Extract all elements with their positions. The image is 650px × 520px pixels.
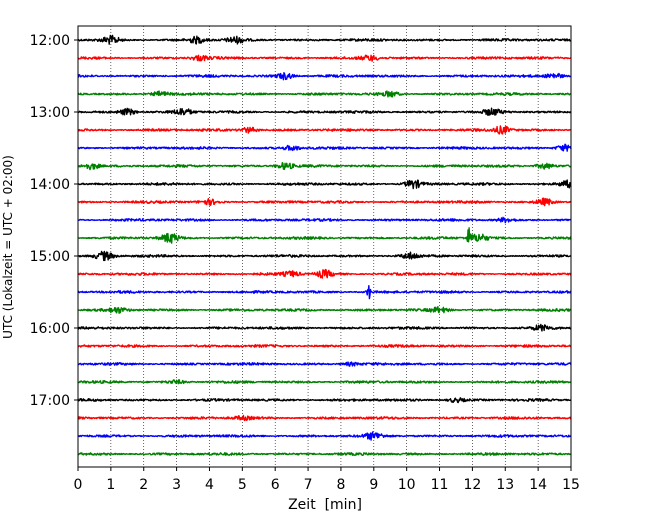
trace-line-1715 bbox=[77, 414, 572, 422]
trace-line-1445 bbox=[77, 227, 572, 244]
trace-line-1330 bbox=[77, 143, 572, 152]
trace-line-1200 bbox=[77, 34, 572, 45]
y-axis-ticks: 12:00 13:00 14:00 15:00 16:00 17:00 bbox=[30, 33, 78, 409]
trace-line-1530 bbox=[77, 285, 572, 300]
x-tick-label: 9 bbox=[369, 477, 378, 493]
x-tick-label: 13 bbox=[496, 477, 514, 493]
y-tick-label: 14:00 bbox=[30, 177, 70, 193]
y-tick-label: 17:00 bbox=[30, 393, 70, 409]
trace-line-1345 bbox=[77, 161, 572, 171]
x-tick-label: 4 bbox=[205, 477, 214, 493]
trace-line-1515 bbox=[77, 268, 572, 279]
trace-line-1430 bbox=[77, 216, 572, 224]
x-axis-label: Zeit [min] bbox=[288, 497, 362, 513]
trace-line-1315 bbox=[77, 125, 572, 135]
x-axis-ticks: 0 1 2 3 4 5 6 7 8 9 10 11 12 13 14 15 bbox=[74, 467, 580, 493]
trace-line-1730 bbox=[77, 431, 572, 441]
y-tick-label: 12:00 bbox=[30, 33, 70, 49]
x-tick-label: 7 bbox=[304, 477, 313, 493]
trace-line-1645 bbox=[77, 379, 572, 385]
x-tick-label: 3 bbox=[172, 477, 181, 493]
y-axis-label: UTC (Lokalzeit = UTC + 02:00) bbox=[1, 155, 15, 339]
trace-line-1700 bbox=[77, 397, 572, 404]
trace-line-1745 bbox=[77, 452, 572, 456]
trace-line-1245 bbox=[77, 90, 572, 98]
y-tick-label: 13:00 bbox=[30, 105, 70, 121]
trace-line-1300 bbox=[77, 107, 572, 116]
trace-line-1545 bbox=[77, 305, 572, 314]
x-tick-label: 2 bbox=[139, 477, 148, 493]
trace-line-1630 bbox=[77, 361, 572, 367]
trace-series bbox=[77, 34, 572, 456]
trace-line-1400 bbox=[77, 179, 572, 190]
x-tick-label: 12 bbox=[463, 477, 481, 493]
x-tick-label: 5 bbox=[238, 477, 247, 493]
x-tick-label: 15 bbox=[562, 477, 580, 493]
plot-frame bbox=[77, 25, 572, 468]
x-tick-label: 10 bbox=[398, 477, 416, 493]
x-tick-label: 11 bbox=[431, 477, 449, 493]
trace-line-1415 bbox=[77, 197, 572, 207]
trace-line-1600 bbox=[77, 323, 572, 332]
y-tick-label: 16:00 bbox=[30, 321, 70, 337]
trace-line-1215 bbox=[77, 54, 572, 62]
x-tick-label: 0 bbox=[74, 477, 83, 493]
x-tick-label: 8 bbox=[336, 477, 345, 493]
x-tick-label: 1 bbox=[106, 477, 115, 493]
x-tick-label: 6 bbox=[271, 477, 280, 493]
trace-line-1230 bbox=[77, 72, 572, 81]
trace-line-1500 bbox=[77, 250, 572, 262]
y-tick-label: 15:00 bbox=[30, 249, 70, 265]
trace-line-1615 bbox=[77, 344, 572, 349]
x-tick-label: 14 bbox=[529, 477, 547, 493]
